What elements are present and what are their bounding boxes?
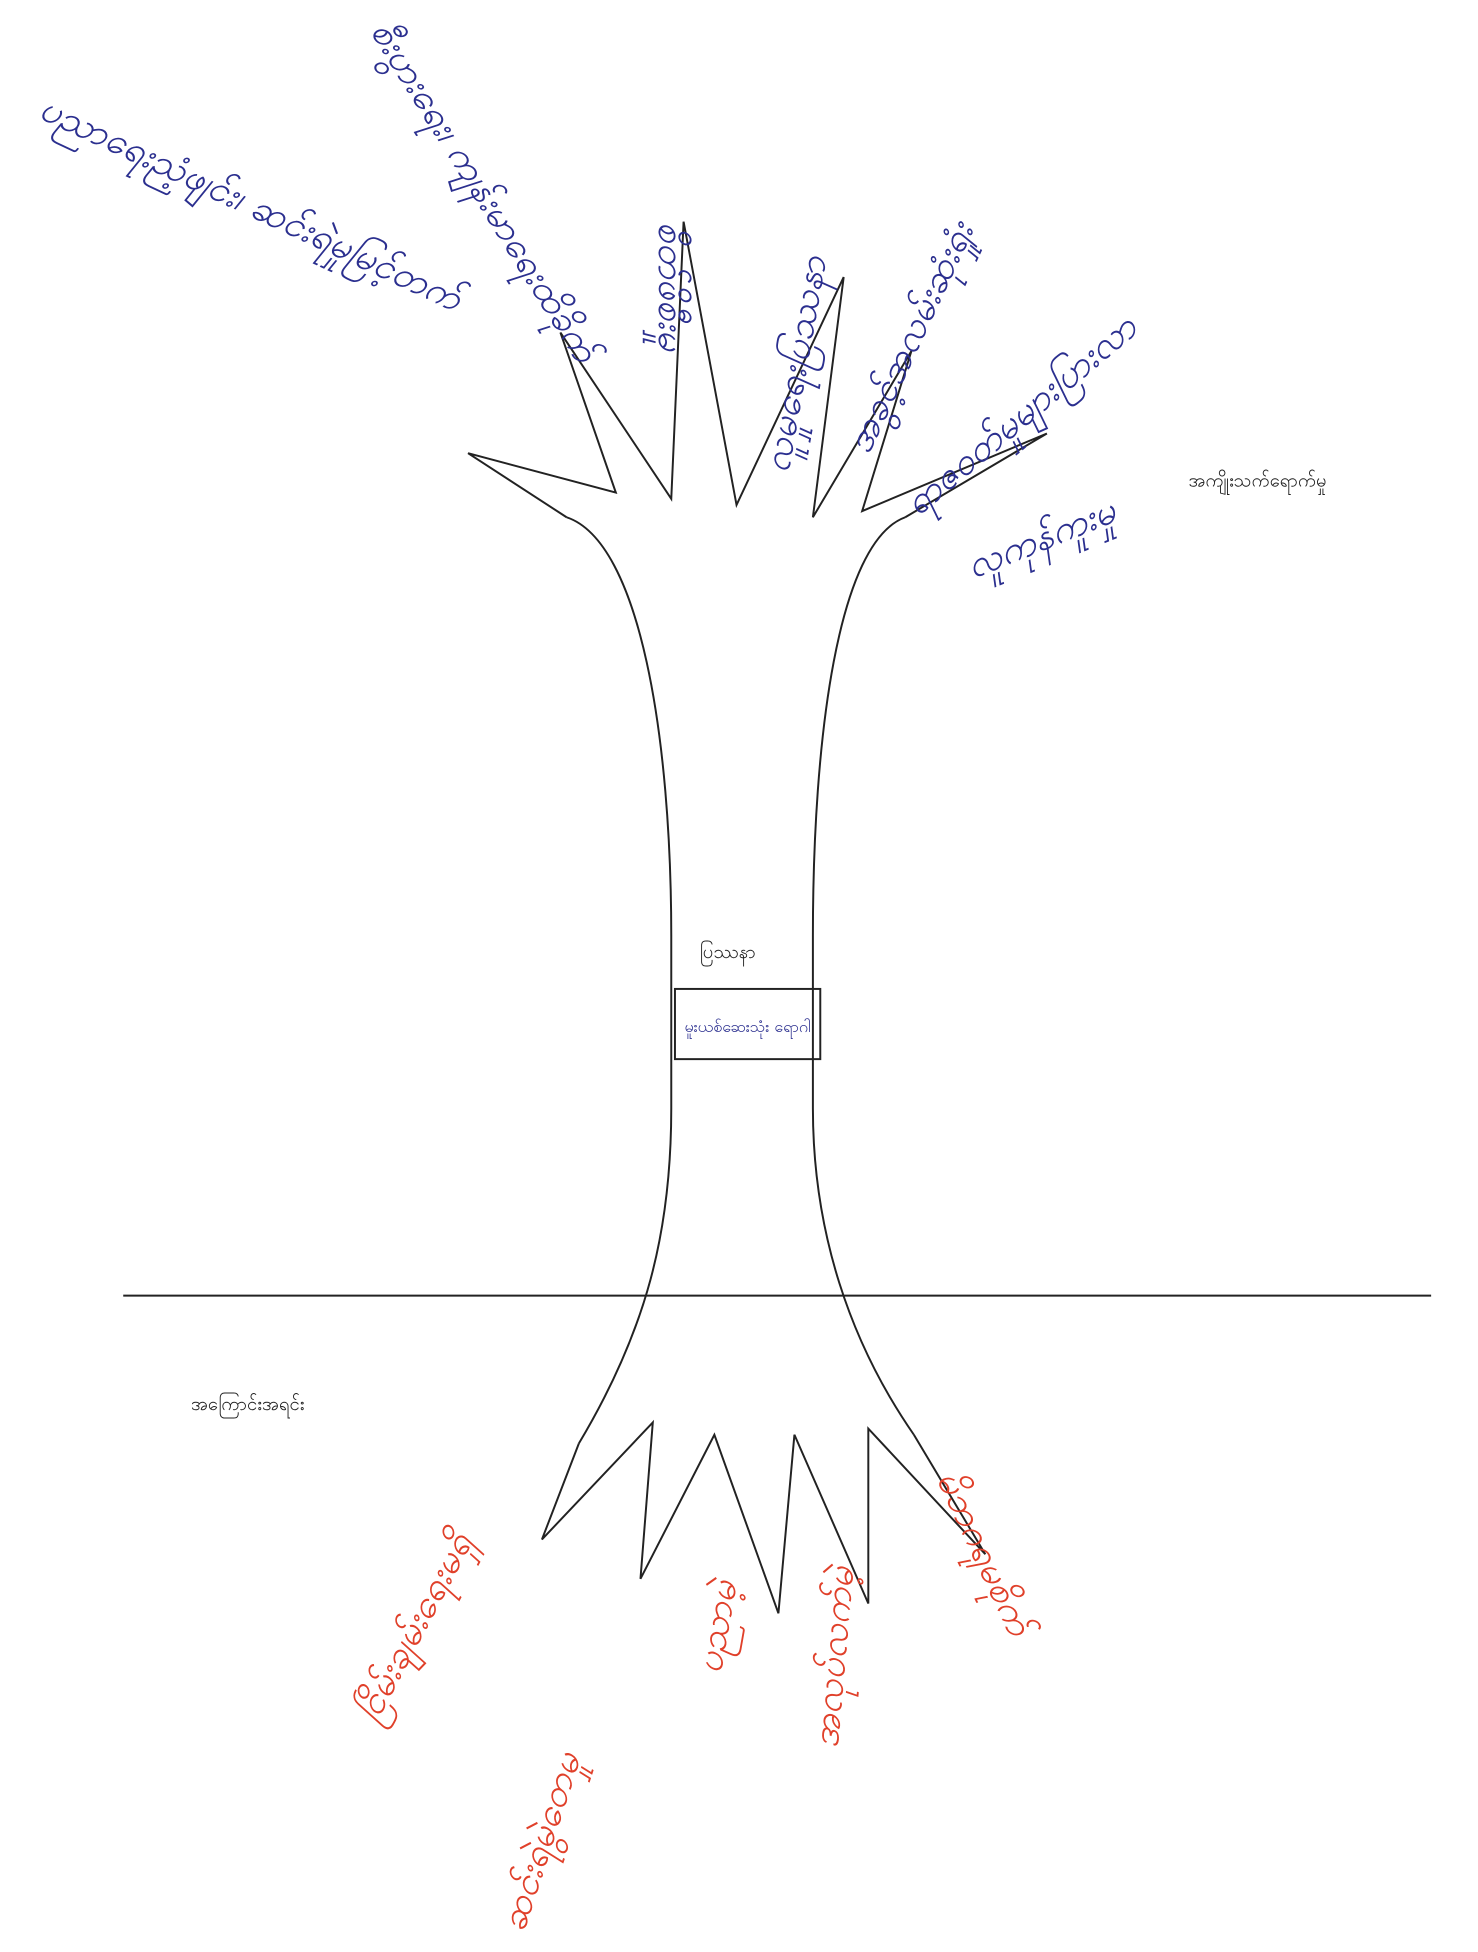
trunk-right — [811, 516, 915, 1436]
roots — [541, 1419, 987, 1614]
effect: ပညာရေးညံ့ဖျင်း၊ ဆင်းရဲမှုမြင့်တက် — [30, 85, 474, 329]
effect: လူကုန်ကူးမှု — [960, 488, 1125, 594]
cause: ငြိမ်းချမ်းရေးမရှိ — [345, 1521, 490, 1732]
effect: အခွင့်အလမ်းဆုံးရှုံး — [837, 212, 990, 462]
cause: မိဘဂရုမစိုက် — [921, 1463, 1044, 1649]
cause: ပညာမဲ့ — [687, 1574, 754, 1678]
cause: အလုပ်လက်မဲ့ — [804, 1562, 871, 1751]
effect: ရာဇဝတ်မှုများပြားလာ — [895, 304, 1151, 530]
cause: ဆင်းရဲမွဲတေမှု — [491, 1746, 597, 1939]
problem-box — [673, 987, 822, 1061]
effect: စီးပွားရေး၊ ကျန်းမာရေးထိခိုက် — [355, 13, 610, 378]
branches — [467, 221, 1048, 519]
problem-label: ပြဿနာ — [700, 941, 756, 966]
causes-label: အကြောင်းအရင်း — [191, 1393, 305, 1418]
effect: စိတ်ဖိစီးမှု — [642, 222, 693, 352]
problem-text: မူးယစ်ဆေးသုံး ရောဂါ — [684, 1017, 810, 1039]
effects-label: အကျိုးသက်ရောက်မှု — [1189, 470, 1327, 494]
effect: လူမှုရေးပြဿနာ — [754, 252, 843, 477]
trunk-left — [566, 516, 673, 1444]
